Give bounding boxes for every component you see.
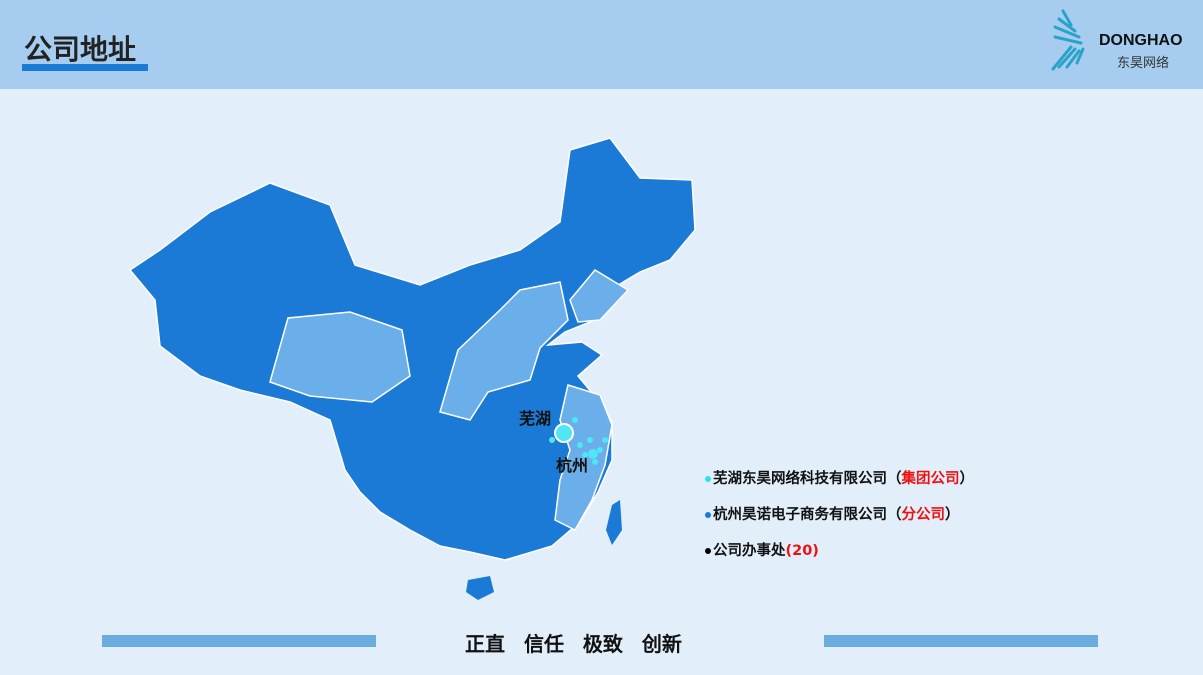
- title-underline: [22, 64, 148, 71]
- page-title: 公司地址: [24, 33, 137, 66]
- blue-dot-icon: [705, 512, 711, 518]
- legend-text: 杭州昊诺电子商务有限公司（: [713, 507, 902, 523]
- province-qinghai: [269, 311, 411, 403]
- china-outline: [128, 137, 696, 561]
- office-markers: [549, 417, 608, 465]
- wuhu-marker: [554, 423, 574, 443]
- black-dot-icon: [705, 548, 711, 554]
- company-logo: DONGHAO 东昊网络: [1045, 5, 1200, 75]
- footer-line-right: [824, 635, 1098, 647]
- province-liaoning: [569, 269, 630, 323]
- legend-tag: (20): [785, 543, 819, 559]
- legend-tag: 集团公司: [901, 471, 960, 487]
- legend-tail: ）: [945, 507, 960, 523]
- feather-logo-icon: [1051, 9, 1085, 71]
- hangzhou-marker: [588, 449, 598, 459]
- header-bar: [0, 0, 1203, 89]
- logo-text-en: DONGHAO: [1099, 32, 1183, 49]
- province-north: [439, 281, 569, 421]
- footer-line-left: [102, 635, 376, 647]
- company-motto: 正直 信任 极致 创新: [465, 632, 682, 656]
- legend-item-hangzhou: 杭州昊诺电子商务有限公司（分公司）: [705, 503, 960, 524]
- province-hainan: [466, 576, 494, 600]
- logo-text-cn: 东昊网络: [1117, 56, 1170, 71]
- legend-tag: 分公司: [901, 507, 946, 523]
- province-taiwan: [606, 500, 622, 545]
- legend-tail: ）: [959, 471, 975, 487]
- legend-item-wuhu: 芜湖东昊网络科技有限公司（集团公司）: [705, 467, 974, 488]
- legend-text: 芜湖东昊网络科技有限公司（: [713, 471, 902, 487]
- cyan-dot-icon: [705, 476, 711, 482]
- city-label-wuhu: 芜湖: [519, 409, 552, 428]
- legend-text: 公司办事处: [713, 543, 786, 559]
- legend-item-offices: 公司办事处(20): [705, 539, 819, 560]
- city-label-hangzhou: 杭州: [556, 456, 589, 475]
